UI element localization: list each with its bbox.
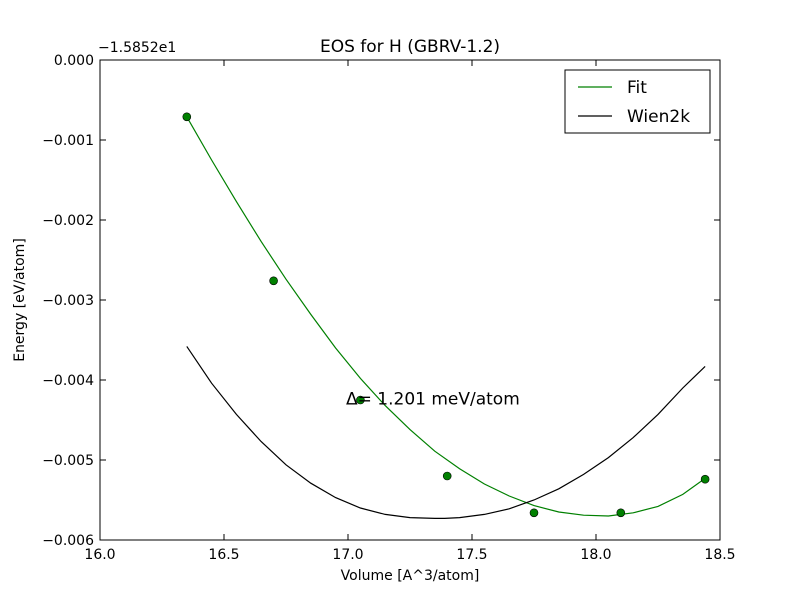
x-axis-label: Volume [A^3/atom] [341, 568, 480, 584]
x-tick-label: 17.5 [456, 547, 487, 563]
y-tick-label: −0.005 [42, 453, 94, 469]
x-axis-ticks: 16.0 16.5 17.0 17.5 18.0 18.5 [84, 60, 736, 563]
y-axis-label: Energy [eV/atom] [12, 238, 28, 362]
y-axis-ticks: 0.000 −0.001 −0.002 −0.003 −0.004 −0.005 −0.00… [42, 53, 720, 549]
data-point [700, 474, 710, 484]
y-tick-label: −0.002 [42, 213, 94, 229]
data-point [529, 508, 539, 518]
legend-box [564, 69, 711, 134]
delta-annotation: Δ= 1.201 meV/atom [346, 389, 520, 409]
legend: Fit Wien2k [564, 69, 711, 134]
y-tick-label: −0.001 [42, 133, 94, 149]
series-line-wien2k [186, 346, 706, 520]
legend-label-fit: Fit [627, 78, 647, 98]
x-tick-label: 16.5 [208, 547, 239, 563]
data-point [182, 112, 192, 122]
x-tick-label: 17.0 [332, 547, 363, 563]
offset-label: −1.5852e1 [98, 40, 176, 56]
data-point [616, 508, 626, 518]
legend-label-wien2k: Wien2k [627, 107, 690, 127]
data-point [356, 395, 365, 405]
data-point [442, 471, 452, 481]
y-tick-label: −0.006 [42, 533, 94, 549]
x-tick-label: 18.5 [704, 547, 735, 563]
data-point [269, 276, 278, 286]
plot-points [182, 112, 710, 518]
x-tick-label: 18.0 [580, 547, 611, 563]
y-tick-label: −0.003 [42, 293, 94, 309]
y-tick-label: −0.004 [42, 373, 94, 389]
x-tick-label: 16.0 [84, 547, 115, 563]
chart-title: EOS for H (GBRV-1.2) [320, 37, 500, 57]
y-tick-label: 0.000 [54, 53, 94, 69]
